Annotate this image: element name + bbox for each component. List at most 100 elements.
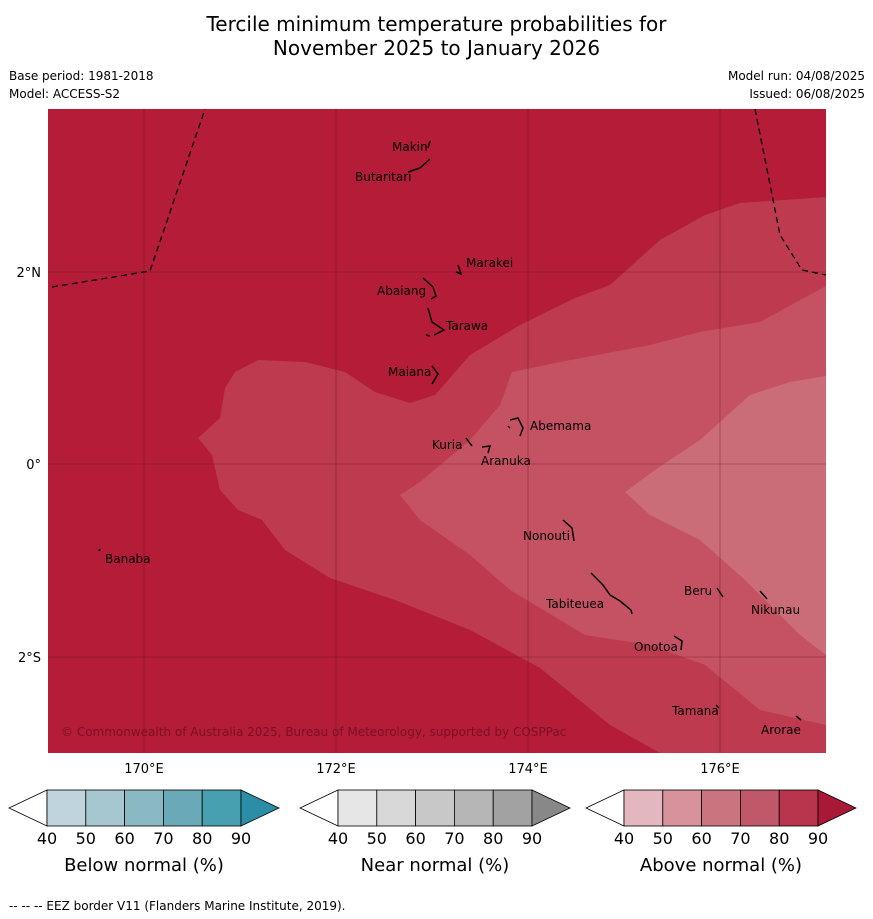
- island-labels: Makin Butaritari Marakei Abaiang Tarawa …: [105, 140, 801, 737]
- lon-label-170e: 170°E: [124, 762, 164, 777]
- label-nonouti: Nonouti: [523, 529, 570, 543]
- colorbar-cell: [85, 789, 126, 827]
- island-nonouti: [562, 519, 575, 542]
- lon-label-174e: 174°E: [508, 762, 548, 777]
- colorbar-cell: [46, 789, 87, 827]
- label-aranuka: Aranuka: [481, 454, 531, 468]
- label-maiana: Maiana: [388, 365, 431, 379]
- colorbar-tick-label: 50: [367, 829, 387, 848]
- colorbar-tick-label: 60: [691, 829, 711, 848]
- colorbar-cell: [453, 789, 494, 827]
- lat-label-equator: 0°: [26, 458, 41, 473]
- colorbar-cell: [337, 789, 378, 827]
- island-kuria: [465, 437, 473, 447]
- island-tamana: [715, 704, 720, 709]
- label-tarawa: Tarawa: [445, 319, 488, 333]
- colorbar-cell: [740, 789, 780, 827]
- colorbar-tick-label: 90: [231, 829, 251, 848]
- island-maiana: [431, 365, 439, 385]
- island-banaba: [98, 548, 101, 552]
- issued-date: Issued: 06/08/2025: [749, 87, 865, 101]
- colorbar-arrow-high: [817, 789, 857, 827]
- island-abaiang: [422, 277, 437, 300]
- title-line-2: November 2025 to January 2026: [272, 36, 601, 60]
- colorbar-tick-label: 70: [444, 829, 464, 848]
- eez-border-west: [51, 108, 206, 288]
- colorbar-tick-label: 40: [37, 829, 57, 848]
- label-beru: Beru: [684, 584, 712, 598]
- lat-label-2n: 2°N: [17, 266, 42, 281]
- model-run: Model run: 04/08/2025: [727, 69, 865, 83]
- colorbar-title: Near normal (%): [361, 855, 510, 876]
- eez-border-east: [754, 108, 827, 276]
- label-arorae: Arorae: [761, 723, 801, 737]
- island-tarawa: [425, 307, 446, 337]
- label-tabiteuea: Tabiteuea: [545, 597, 604, 611]
- colorbar-cell: [492, 789, 533, 827]
- zone-50-60: [625, 376, 826, 655]
- colorbar-cell: [376, 789, 416, 827]
- island-tabiteuea: [590, 572, 633, 615]
- colorbar-cell: [201, 789, 242, 827]
- meta-left: Base period: 1981-2018 Model: ACCESS-S2: [9, 67, 154, 103]
- island-onotoa: [673, 635, 683, 651]
- longitude-labels: 170°E 172°E 174°E 176°E: [124, 762, 740, 777]
- colorbar-tick-label: 90: [522, 829, 542, 848]
- colorbar-tick-label: 80: [192, 829, 212, 848]
- colorbar-cell: [162, 789, 203, 827]
- colorbar-cell: [662, 789, 702, 827]
- colorbar-tick-label: 90: [808, 829, 828, 848]
- zone-60-70: [400, 286, 826, 725]
- lat-label-2s: 2°S: [18, 651, 41, 666]
- colorbar-cell: [623, 789, 664, 827]
- colorbar-2: 40 50 60 70 80 90 Above normal (%): [585, 789, 857, 876]
- copyright-notice: © Commonwealth of Australia 2025, Bureau…: [61, 725, 566, 739]
- island-abemama: [507, 417, 524, 437]
- label-butaritari: Butaritari: [355, 170, 412, 184]
- label-onotoa: Onotoa: [634, 640, 678, 654]
- colorbar-tick-label: 60: [405, 829, 425, 848]
- label-nikunau: Nikunau: [751, 603, 800, 617]
- colorbar-tick-label: 50: [653, 829, 673, 848]
- colorbar-arrow-low: [8, 789, 48, 827]
- base-period: Base period: 1981-2018: [9, 69, 154, 83]
- island-aranuka: [481, 445, 492, 454]
- latitude-labels: 2°N 0° 2°S: [17, 266, 42, 666]
- map-title: Tercile minimum temperature probabilitie…: [0, 12, 873, 60]
- label-kuria: Kuria: [432, 438, 463, 452]
- colorbar-title: Below normal (%): [64, 855, 224, 876]
- eez-borders: [51, 108, 827, 288]
- colorbar-tick-label: 60: [114, 829, 134, 848]
- colorbar-arrow-low: [585, 789, 625, 827]
- lon-label-176e: 176°E: [700, 762, 740, 777]
- label-makin: Makin: [392, 140, 428, 154]
- colorbar-cell: [701, 789, 741, 827]
- colorbar-tick-label: 50: [76, 829, 96, 848]
- title-line-1: Tercile minimum temperature probabilitie…: [206, 12, 667, 36]
- graticule: [48, 109, 826, 753]
- label-marakei: Marakei: [466, 256, 513, 270]
- island-beru: [716, 587, 724, 598]
- colorbar-1: 40 50 60 70 80 90 Near normal (%): [299, 789, 571, 876]
- colorbar-arrow-low: [299, 789, 339, 827]
- label-tamana: Tamana: [671, 704, 719, 718]
- island-makin: [427, 140, 431, 149]
- label-abemama: Abemama: [530, 419, 591, 433]
- lon-label-172e: 172°E: [316, 762, 356, 777]
- colorbar-tick-label: 70: [730, 829, 750, 848]
- colorbar-tick-label: 40: [614, 829, 634, 848]
- islands: [98, 140, 802, 721]
- colorbar-cell: [778, 789, 819, 827]
- label-abaiang: Abaiang: [377, 284, 426, 298]
- label-banaba: Banaba: [105, 552, 151, 566]
- meta-right: Model run: 04/08/2025 Issued: 06/08/2025: [728, 67, 865, 103]
- colorbar-title: Above normal (%): [640, 855, 802, 876]
- eez-source-note: -- -- -- EEZ border V11 (Flanders Marine…: [9, 899, 346, 913]
- colorbars: 40 50 60 70 80 90 Below normal (%) 40 50 60 70 80 90…: [8, 789, 857, 876]
- probability-field: [48, 109, 826, 753]
- colorbar-0: 40 50 60 70 80 90 Below normal (%): [8, 789, 280, 876]
- colorbar-arrow-high: [531, 789, 571, 827]
- island-marakei: [455, 264, 463, 276]
- colorbar-tick-label: 40: [328, 829, 348, 848]
